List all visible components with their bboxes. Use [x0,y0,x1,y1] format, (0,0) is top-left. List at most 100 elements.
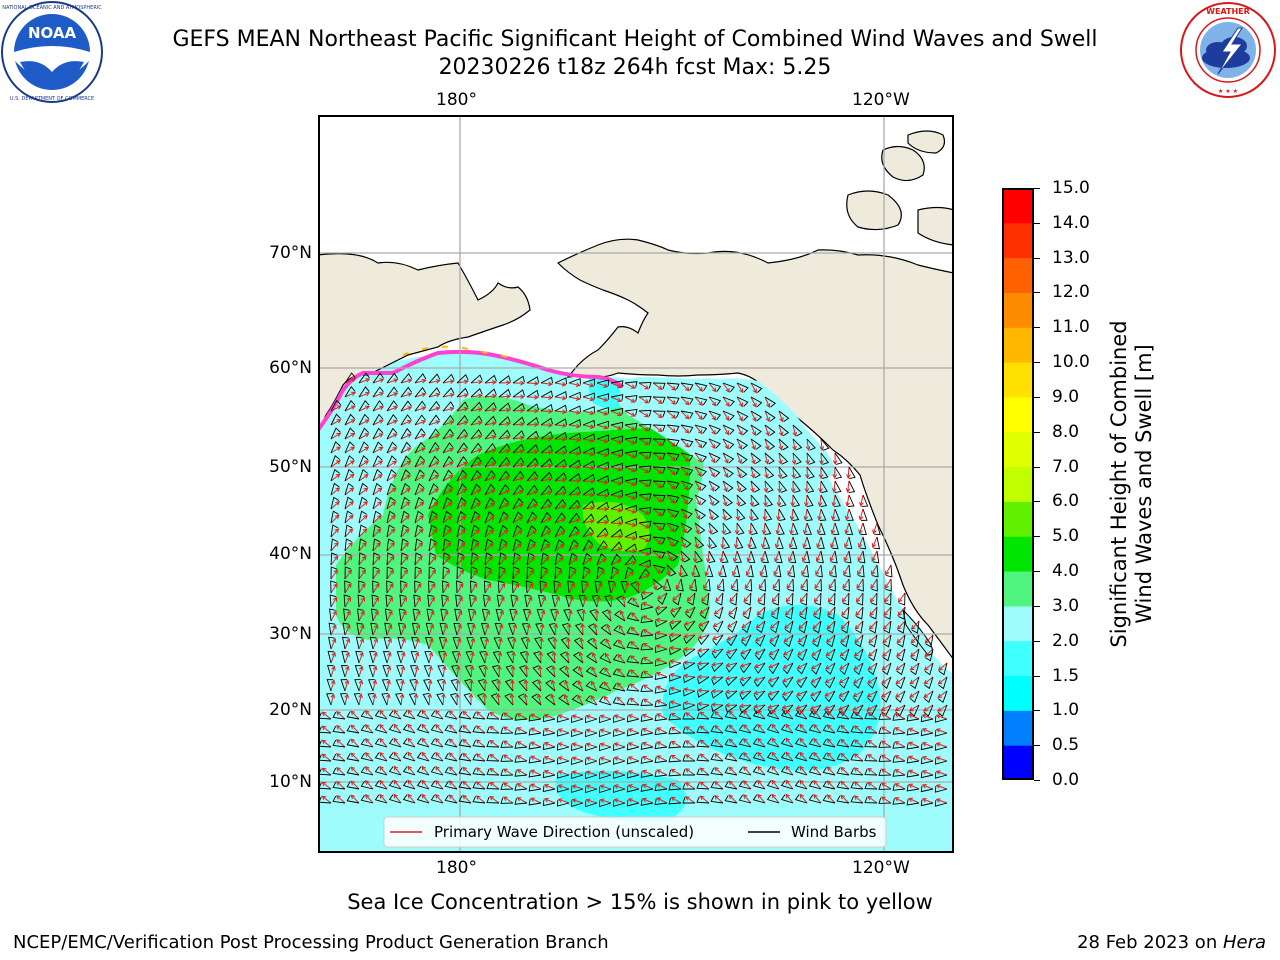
wave-direction-arrow [600,785,612,790]
wave-arrow-head [603,383,609,388]
wave-direction-arrow [407,738,416,748]
wave-arrow-head [894,713,900,718]
wind-barb [774,564,782,578]
wave-direction-arrow [816,536,822,548]
wave-arrow-head [813,597,819,603]
wave-arrow-head [419,515,425,520]
wave-direction-arrow [442,583,450,594]
wave-arrow-head [346,610,351,616]
wave-direction-arrow [372,597,379,608]
wave-direction-arrow [840,739,850,748]
wave-arrow-head [813,779,818,785]
wave-direction-arrow [400,624,406,636]
wave-arrow-head [372,665,378,671]
wind-barb [938,676,948,690]
wave-direction-arrow [936,784,948,790]
wave-arrow-head [921,769,927,775]
wave-arrow-head [590,478,596,484]
wind-barb [680,382,694,391]
wave-direction-arrow [909,690,920,698]
wave-direction-arrow [442,652,447,664]
wave-arrow-head [699,795,705,801]
wave-direction-arrow [680,494,688,505]
wind-barb [498,429,511,440]
wave-direction-arrow [898,592,906,603]
wind-barb [534,637,542,650]
wind-barb [652,550,666,559]
wave-arrow-head [617,439,623,444]
wave-direction-arrow [666,494,675,504]
wave-direction-arrow [568,438,580,441]
wave-direction-arrow [379,738,388,748]
wave-arrow-head [656,595,662,600]
wave-direction-arrow [694,438,703,449]
wind-barb [358,468,369,482]
wave-direction-arrow [540,451,553,454]
wave-direction-arrow [512,638,516,650]
wave-direction-arrow [694,508,700,520]
wave-direction-arrow [336,739,346,748]
wave-direction-arrow [816,550,822,562]
wind-barb [666,508,680,518]
wave-direction-arrow [470,394,482,398]
wave-direction-arrow [820,452,823,465]
wave-arrow-head [407,709,413,715]
wave-arrow-head [884,584,889,590]
wave-direction-arrow [785,592,794,603]
wave-arrow-head [435,737,440,743]
wind-barb [906,715,920,722]
wave-direction-arrow [358,446,369,454]
wave-arrow-head [935,798,941,803]
wave-arrow-head [358,665,364,671]
wave-direction-arrow [813,592,822,603]
wave-arrow-head [617,397,623,403]
wind-barb [568,566,576,580]
wave-arrow-head [759,570,764,576]
wind-barb [864,754,878,762]
wave-direction-arrow [638,494,649,501]
wind-barb [596,420,609,428]
wave-arrow-head [880,726,886,731]
wind-barb [436,693,444,706]
wave-arrow-head [747,543,753,549]
wave-direction-arrow [761,550,766,562]
wave-arrow-head [799,793,804,799]
wave-direction-arrow [407,794,416,804]
wave-arrow-head [350,794,356,800]
wave-arrow-head [388,610,393,616]
wave-direction-arrow [358,680,363,692]
wave-arrow-head [656,699,662,704]
wind-barb [640,657,654,665]
wave-arrow-head [696,500,701,506]
wind-barb [685,606,696,619]
wave-arrow-head [427,679,433,685]
wind-barb [797,662,808,675]
wind-barb [397,636,405,650]
wave-arrow-head [642,642,648,648]
wave-arrow-head [407,406,413,411]
wind-barb [498,524,508,538]
wave-direction-arrow [642,742,654,748]
wind-barb [346,781,360,790]
wave-direction-arrow [792,466,795,479]
wave-arrow-head [500,596,505,602]
wave-direction-arrow [442,680,445,692]
wind-barb [428,510,438,524]
wind-barb [540,485,553,496]
wave-direction-arrow [743,794,752,804]
wind-barb [824,690,836,703]
wind-barb [808,724,822,734]
colorbar-segment [1002,431,1034,468]
wave-direction-arrow [840,781,850,790]
wind-barb [864,726,878,734]
wind-barb [655,606,668,616]
wave-direction-arrow [743,766,752,776]
wave-arrow-head [563,693,569,699]
wave-arrow-head [724,430,730,436]
wave-direction-arrow [565,666,570,678]
wave-arrow-head [531,543,537,548]
wave-direction-arrow [708,382,717,392]
wave-direction-arrow [428,434,440,440]
wind-barb [550,609,557,622]
wave-direction-arrow [512,610,518,622]
